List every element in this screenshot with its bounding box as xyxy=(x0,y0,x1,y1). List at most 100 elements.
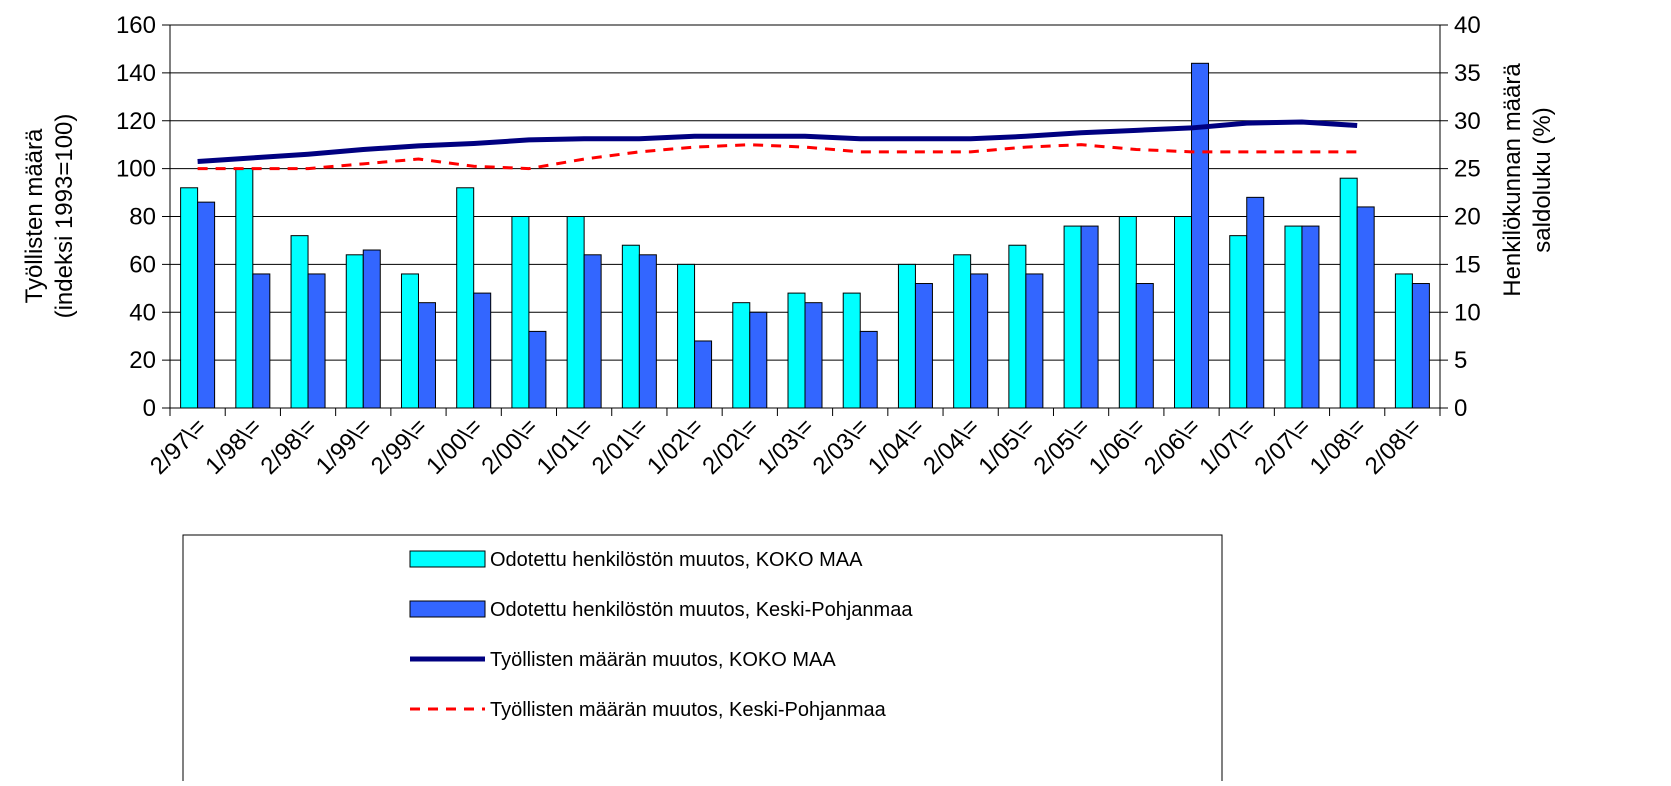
bar xyxy=(197,201,216,409)
bar xyxy=(345,254,364,409)
bar xyxy=(290,235,309,409)
x-tick-label: 2/97\= xyxy=(145,413,212,480)
bar xyxy=(180,187,199,409)
bar xyxy=(897,263,916,409)
bar xyxy=(1284,225,1303,409)
x-tick-label: 1/05\= xyxy=(973,413,1040,480)
bar xyxy=(1229,235,1248,409)
y-tick-label: 100 xyxy=(116,156,156,183)
bar xyxy=(417,302,436,409)
x-tick-label: 1/98\= xyxy=(200,413,267,480)
y-tick-label: 140 xyxy=(116,60,156,87)
y2-tick-label: 5 xyxy=(1454,347,1467,374)
x-tick-label: 2/06\= xyxy=(1139,413,1206,480)
x-tick-label: 2/98\= xyxy=(256,413,323,480)
bar xyxy=(677,263,696,409)
y2-tick-label: 15 xyxy=(1454,251,1481,278)
bar xyxy=(694,340,713,409)
x-tick-label: 2/99\= xyxy=(366,413,433,480)
x-tick-label: 1/00\= xyxy=(421,413,488,480)
x-tick-label: 1/08\= xyxy=(1305,413,1372,480)
bar xyxy=(1118,216,1137,409)
legend-label: Odotettu henkilöstön muutos, Keski-Pohja… xyxy=(490,599,913,621)
x-tick-label: 2/04\= xyxy=(918,413,985,480)
legend-label: Työllisten määrän muutos, Keski-Pohjanma… xyxy=(490,699,887,721)
bar xyxy=(1025,273,1044,409)
y-tick-label: 60 xyxy=(129,251,156,278)
bar xyxy=(953,254,972,409)
bar xyxy=(362,249,381,409)
bar xyxy=(473,292,492,409)
x-tick-label: 2/05\= xyxy=(1029,413,1096,480)
y-tick-label: 20 xyxy=(129,347,156,374)
y2-tick-label: 0 xyxy=(1454,395,1467,422)
bar xyxy=(638,254,657,409)
bar xyxy=(400,273,419,409)
bar xyxy=(566,216,585,409)
bar xyxy=(307,273,326,409)
bar xyxy=(1411,283,1430,409)
bar xyxy=(1301,225,1320,409)
y-tick-label: 80 xyxy=(129,204,156,231)
bar xyxy=(1008,244,1027,409)
bar xyxy=(749,311,768,409)
x-tick-label: 1/06\= xyxy=(1084,413,1151,480)
x-tick-label: 2/07\= xyxy=(1249,413,1316,480)
bar xyxy=(1135,283,1154,409)
x-tick-label: 2/03\= xyxy=(808,413,875,480)
y2-axis-title: Henkilökunnan määrä xyxy=(1499,63,1526,297)
y-tick-label: 160 xyxy=(116,12,156,39)
x-tick-label: 1/03\= xyxy=(752,413,819,480)
y2-tick-label: 40 xyxy=(1454,12,1481,39)
bar xyxy=(583,254,602,409)
y2-tick-label: 10 xyxy=(1454,299,1481,326)
x-tick-label: 2/02\= xyxy=(697,413,764,480)
y-tick-label: 120 xyxy=(116,108,156,135)
line xyxy=(197,119,1358,164)
bar xyxy=(804,302,823,409)
bar xyxy=(1080,225,1099,409)
x-tick-label: 1/04\= xyxy=(863,413,930,480)
bar xyxy=(235,168,254,409)
bar xyxy=(1246,196,1265,409)
bar xyxy=(1394,273,1413,409)
legend-swatch xyxy=(409,600,486,618)
legend-swatch xyxy=(409,550,486,568)
line xyxy=(197,143,1358,171)
legend-label: Odotettu henkilöstön muutos, KOKO MAA xyxy=(490,549,863,571)
y-tick-label: 40 xyxy=(129,299,156,326)
x-tick-label: 1/99\= xyxy=(311,413,378,480)
y-tick-label: 0 xyxy=(143,395,156,422)
x-tick-label: 1/02\= xyxy=(642,413,709,480)
legend-box xyxy=(182,534,1223,786)
bar xyxy=(511,216,530,409)
y2-tick-label: 20 xyxy=(1454,204,1481,231)
bar xyxy=(528,330,547,409)
bar xyxy=(787,292,806,409)
y2-axis-title: saldoluku (%) xyxy=(1529,107,1556,252)
bar xyxy=(621,244,640,409)
x-tick-label: 1/07\= xyxy=(1194,413,1261,480)
x-tick-label: 1/01\= xyxy=(532,413,599,480)
bar xyxy=(1191,62,1210,409)
bar xyxy=(252,273,271,409)
bar xyxy=(456,187,475,409)
x-tick-label: 2/01\= xyxy=(587,413,654,480)
x-tick-label: 2/08\= xyxy=(1360,413,1427,480)
x-tick-label: 2/00\= xyxy=(476,413,543,480)
legend-label: Työllisten määrän muutos, KOKO MAA xyxy=(490,649,836,671)
bar xyxy=(732,302,751,409)
bar xyxy=(1174,216,1193,409)
bar xyxy=(914,283,933,409)
bar xyxy=(842,292,861,409)
y-axis-title: Työllisten määrä xyxy=(21,128,48,303)
bar xyxy=(1356,206,1375,409)
y2-tick-label: 25 xyxy=(1454,156,1481,183)
y2-tick-label: 35 xyxy=(1454,60,1481,87)
bar xyxy=(1063,225,1082,409)
y2-tick-label: 30 xyxy=(1454,108,1481,135)
bar xyxy=(1339,177,1358,409)
bar xyxy=(859,330,878,409)
y-axis-title: (indeksi 1993=100) xyxy=(51,114,78,319)
